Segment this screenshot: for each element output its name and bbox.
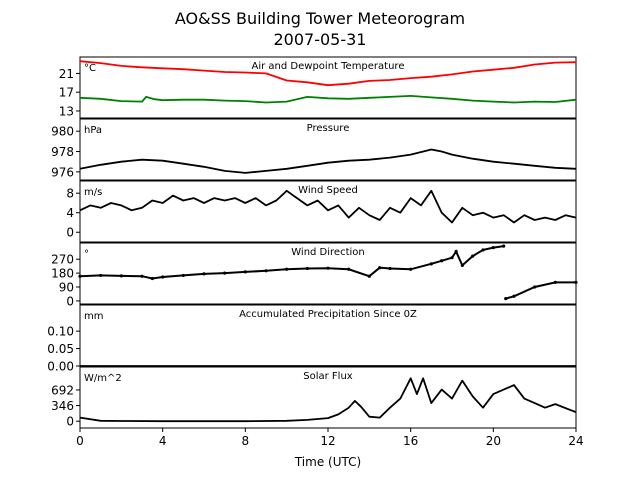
x-tick-label: 4 (159, 434, 167, 448)
panel-frame (79, 118, 577, 181)
panel-title: Solar Flux (303, 371, 353, 382)
panel-5: Accumulated Precipitation Since 0Z mm 0.00… (47, 304, 577, 374)
y-tick-label: 13 (59, 104, 74, 118)
series-line-2 (79, 95, 577, 104)
x-tick-label: 16 (403, 434, 418, 448)
panel-frame (79, 180, 577, 243)
panel-frame (79, 56, 577, 119)
x-tick-label: 20 (486, 434, 501, 448)
panel-unit: mm (84, 311, 103, 322)
panel-unit: hPa (84, 125, 102, 136)
y-tick-label: 8 (66, 187, 74, 201)
panel-title: Wind Speed (298, 185, 358, 196)
panel-title: Accumulated Precipitation Since 0Z (239, 309, 417, 320)
series-line-1 (79, 148, 577, 174)
series-line-1 (79, 377, 577, 423)
y-tick-label: 0.05 (47, 342, 74, 356)
x-axis-label: Time (UTC) (294, 455, 361, 469)
y-tick-label: 270 (51, 253, 74, 267)
y-tick-label: 0 (66, 415, 74, 429)
panel-unit: °C (84, 63, 96, 74)
y-tick-label: 4 (66, 206, 74, 220)
y-tick-label: 0 (66, 226, 74, 240)
panel-title: Wind Direction (291, 247, 365, 258)
y-tick-label: 90 (59, 281, 74, 295)
y-tick-label: 346 (51, 399, 74, 413)
chart-title: AO&SS Building Tower Meteorogram (175, 9, 465, 28)
y-tick-label: 0.10 (47, 325, 74, 339)
panel-title: Air and Dewpoint Temperature (252, 61, 405, 72)
y-tick-label: 976 (51, 165, 74, 179)
y-tick-label: 21 (59, 67, 74, 81)
series-line-1 (79, 189, 577, 224)
panels: Air and Dewpoint Temperature °C 13 17 21 Pres… (47, 56, 578, 429)
panel-title: Pressure (307, 123, 350, 134)
series-line (79, 245, 576, 300)
y-tick-label: 180 (51, 267, 74, 281)
y-tick-label: 0 (66, 294, 74, 308)
x-tick-label: 8 (242, 434, 250, 448)
y-tick-label: 692 (51, 383, 74, 397)
y-tick-label: 17 (59, 86, 74, 100)
panel-1: Air and Dewpoint Temperature °C 13 17 21 (59, 56, 577, 119)
panel-unit: m/s (84, 187, 102, 198)
panel-unit: W/m^2 (84, 373, 122, 384)
panel-unit: ° (84, 249, 89, 260)
x-tick-label: 24 (568, 434, 583, 448)
x-axis: 0 4 8 12 16 20 24 (76, 428, 584, 448)
panel-6: Solar Flux W/m^2 0 346 692 (51, 366, 577, 429)
series-line-1 (79, 60, 577, 87)
x-tick-label: 0 (76, 434, 84, 448)
panel-2: Pressure hPa 976 978 980 (51, 118, 577, 181)
y-tick-label: 980 (51, 125, 74, 139)
y-tick-label: 978 (51, 145, 74, 159)
y-tick-label: 0.00 (47, 360, 74, 374)
x-tick-label: 12 (320, 434, 335, 448)
chart-date: 2007-05-31 (274, 30, 367, 49)
panel-3: Wind Speed m/s 0 4 8 (66, 180, 577, 243)
